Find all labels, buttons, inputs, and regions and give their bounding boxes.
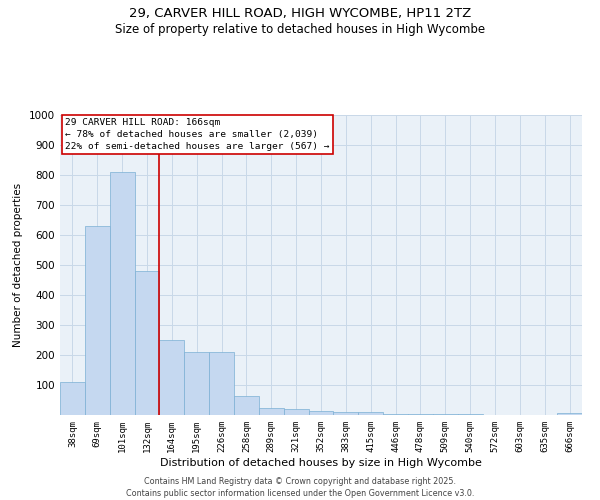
Text: 29 CARVER HILL ROAD: 166sqm
← 78% of detached houses are smaller (2,039)
22% of : 29 CARVER HILL ROAD: 166sqm ← 78% of det… xyxy=(65,118,330,150)
Text: Contains HM Land Registry data © Crown copyright and database right 2025.
Contai: Contains HM Land Registry data © Crown c… xyxy=(126,476,474,498)
Bar xyxy=(85,226,110,415)
Bar xyxy=(383,414,408,415)
Bar xyxy=(308,411,334,415)
Bar xyxy=(334,412,358,415)
Bar xyxy=(557,412,582,415)
Bar xyxy=(134,271,160,415)
Bar xyxy=(284,409,308,415)
X-axis label: Distribution of detached houses by size in High Wycombe: Distribution of detached houses by size … xyxy=(160,458,482,468)
Bar xyxy=(160,340,184,415)
Text: 29, CARVER HILL ROAD, HIGH WYCOMBE, HP11 2TZ: 29, CARVER HILL ROAD, HIGH WYCOMBE, HP11… xyxy=(129,8,471,20)
Bar xyxy=(259,408,284,415)
Bar xyxy=(110,172,134,415)
Bar xyxy=(458,414,482,415)
Bar xyxy=(184,352,209,415)
Bar xyxy=(209,352,234,415)
Bar xyxy=(433,414,458,415)
Bar xyxy=(60,382,85,415)
Bar xyxy=(234,396,259,415)
Bar xyxy=(358,412,383,415)
Bar xyxy=(408,414,433,415)
Text: Size of property relative to detached houses in High Wycombe: Size of property relative to detached ho… xyxy=(115,22,485,36)
Y-axis label: Number of detached properties: Number of detached properties xyxy=(13,183,23,347)
